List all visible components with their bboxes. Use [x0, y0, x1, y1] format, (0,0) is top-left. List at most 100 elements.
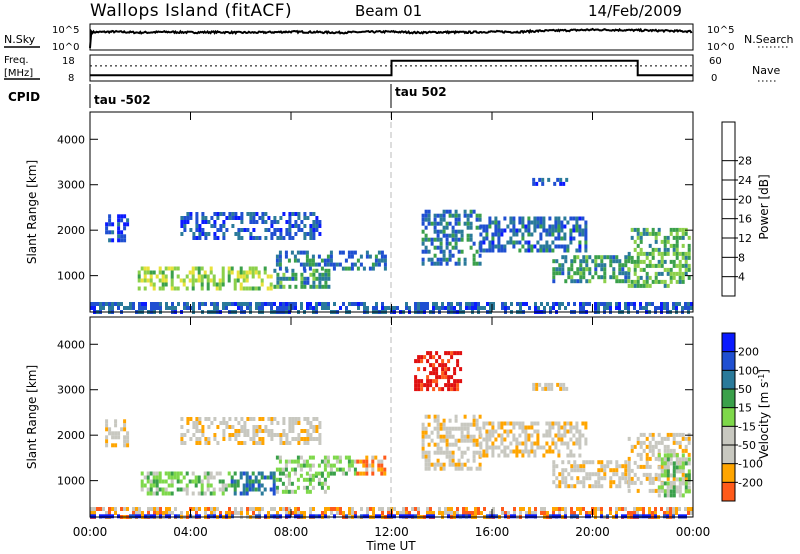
data-cell: [179, 479, 183, 484]
data-cell: [469, 466, 473, 471]
data-cell: [167, 491, 171, 496]
data-cell: [660, 461, 664, 466]
data-cell: [213, 212, 217, 216]
data-cell: [561, 302, 564, 306]
data-cell: [612, 255, 616, 260]
data-cell: [453, 387, 457, 392]
data-cell: [472, 209, 476, 214]
data-cell: [466, 225, 470, 230]
data-cell: [439, 466, 443, 471]
data-cell: [503, 453, 507, 458]
data-cell: [102, 306, 105, 310]
data-cell: [627, 251, 631, 256]
data-cell: [303, 280, 307, 285]
data-cell: [627, 460, 631, 465]
data-cell: [161, 282, 165, 287]
data-cell: [451, 253, 455, 258]
data-cell: [228, 437, 232, 441]
data-cell: [381, 507, 384, 511]
data-cell: [645, 255, 649, 260]
data-cell: [186, 429, 190, 433]
data-cell: [255, 220, 259, 224]
data-cell: [365, 254, 369, 259]
data-cell: [527, 232, 531, 237]
data-cell: [321, 272, 325, 277]
cpid-segment-2: tau 502: [395, 85, 447, 99]
data-cell: [430, 430, 434, 435]
data-cell: [445, 430, 449, 435]
data-cell: [436, 442, 440, 447]
data-cell: [681, 476, 685, 481]
data-cell: [494, 429, 498, 434]
data-cell: [255, 212, 259, 216]
data-cell: [332, 262, 336, 267]
data-cell: [297, 433, 301, 437]
data-cell: [550, 382, 554, 387]
data-cell: [485, 248, 489, 253]
data-cell: [240, 220, 244, 224]
data-cell: [558, 511, 561, 515]
data-cell: [555, 507, 558, 511]
data-cell: [252, 212, 256, 216]
data-cell: [318, 441, 322, 445]
data-cell: [503, 449, 507, 454]
data-cell: [445, 454, 449, 459]
data-cell: [387, 511, 390, 515]
data-cell: [509, 429, 513, 434]
data-cell: [439, 237, 443, 242]
data-cell: [218, 282, 222, 287]
data-cell: [491, 441, 495, 446]
data-cell: [209, 270, 213, 275]
data-cell: [230, 266, 234, 271]
colorbar-swatch: [722, 482, 735, 502]
data-cell: [687, 263, 691, 268]
data-cell: [303, 511, 306, 515]
data-cell: [459, 379, 463, 384]
data-cell: [204, 220, 208, 224]
data-cell: [303, 268, 307, 273]
data-cell: [500, 437, 504, 442]
data-cell: [258, 437, 262, 441]
data-cell: [582, 460, 586, 465]
data-cell: [479, 441, 483, 446]
data-cell: [606, 460, 610, 465]
data-cell: [315, 302, 318, 306]
y-tick-label: 4000: [57, 338, 85, 351]
data-cell: [251, 471, 255, 476]
data-cell: [459, 514, 462, 519]
data-cell: [447, 351, 451, 356]
data-cell: [594, 255, 598, 260]
data-cell: [424, 249, 428, 254]
data-cell: [213, 433, 217, 437]
data-cell: [288, 236, 292, 240]
data-cell: [288, 421, 292, 425]
data-cell: [186, 212, 190, 216]
data-cell: [251, 487, 255, 492]
data-cell: [454, 426, 458, 431]
data-cell: [421, 249, 425, 254]
data-cell: [246, 429, 250, 433]
data-cell: [463, 450, 467, 455]
data-cell: [456, 387, 460, 392]
data-cell: [363, 302, 366, 306]
data-cell: [469, 221, 473, 226]
data-cell: [491, 453, 495, 458]
data-cell: [105, 427, 109, 432]
data-cell: [482, 437, 486, 442]
data-cell: [561, 460, 565, 465]
data-cell: [303, 441, 307, 445]
data-cell: [108, 222, 112, 227]
data-cell: [227, 266, 231, 271]
data-cell: [584, 421, 588, 426]
power-data-cells: [90, 177, 693, 314]
data-cell: [366, 306, 369, 310]
data-cell: [558, 480, 562, 485]
data-cell: [675, 235, 679, 240]
data-cell: [672, 453, 676, 458]
data-cell: [615, 511, 618, 515]
data-cell: [421, 446, 425, 451]
data-cell: [353, 262, 357, 267]
data-cell: [222, 433, 226, 437]
data-cell: [161, 270, 165, 275]
data-cell: [536, 240, 540, 245]
